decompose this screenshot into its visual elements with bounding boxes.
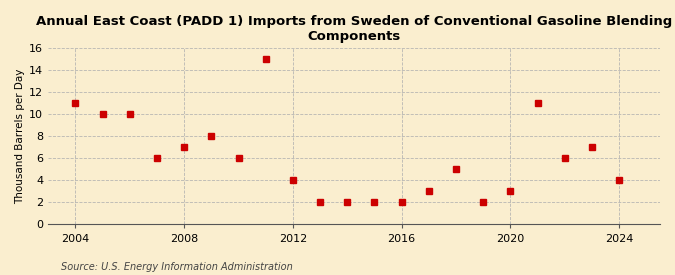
- Text: Source: U.S. Energy Information Administration: Source: U.S. Energy Information Administ…: [61, 262, 292, 272]
- Y-axis label: Thousand Barrels per Day: Thousand Barrels per Day: [15, 69, 25, 204]
- Title: Annual East Coast (PADD 1) Imports from Sweden of Conventional Gasoline Blending: Annual East Coast (PADD 1) Imports from …: [36, 15, 672, 43]
